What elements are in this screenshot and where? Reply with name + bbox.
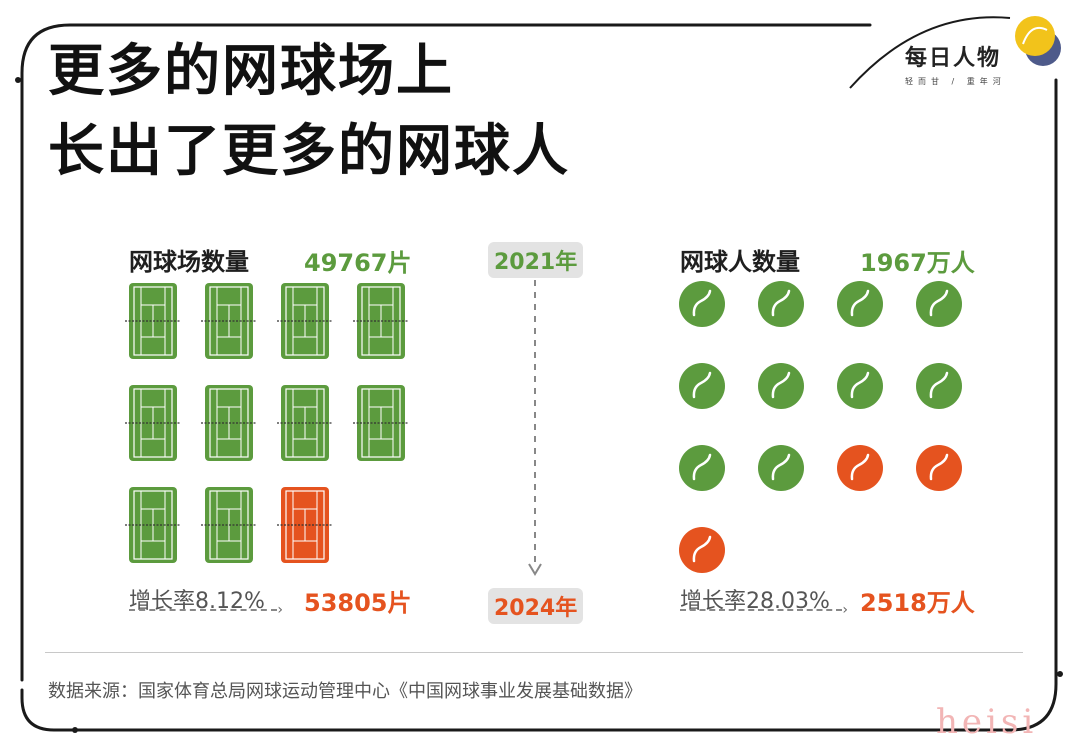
tennis-ball-icon <box>837 281 883 327</box>
tennis-court-icon <box>201 385 257 461</box>
tennis-court-icon <box>125 283 181 359</box>
tennis-ball-icon <box>679 363 725 409</box>
brand-name: 每日人物 <box>905 46 1002 71</box>
data-source-note: 数据来源：国家体育总局网球运动管理中心《中国网球事业发展基础数据》 <box>48 681 642 702</box>
tennis-ball-icon <box>916 363 962 409</box>
tennis-ball-icon <box>679 445 725 491</box>
players-growth-arrow: › <box>680 602 848 618</box>
tennis-court-icon <box>353 385 409 461</box>
title-line-2: 长出了更多的网球人 <box>48 119 570 184</box>
tennis-ball-icon <box>679 527 725 573</box>
tennis-ball-icon <box>679 281 725 327</box>
players-value-2021: 1967万人 <box>860 249 975 277</box>
year-2021-badge: 2021年 <box>488 242 584 278</box>
timeline-arrow-icon <box>528 280 542 576</box>
arrow-head-icon: › <box>277 602 283 618</box>
brand-circles-icon <box>1015 16 1061 66</box>
brand-logo: 每日人物 轻而甘 / 重年河 <box>905 16 1061 87</box>
tennis-court-icon <box>201 283 257 359</box>
year-2024-badge: 2024年 <box>488 588 584 624</box>
tennis-ball-icon <box>837 445 883 491</box>
tennis-court-icon <box>125 385 181 461</box>
players-label: 网球人数量 <box>680 248 800 276</box>
courts-label: 网球场数量 <box>129 248 249 276</box>
courts-value-2024: 53805片 <box>304 589 412 617</box>
courts-value-2021: 49767片 <box>304 249 412 277</box>
tennis-ball-icon <box>758 281 804 327</box>
footer-divider <box>45 652 1023 653</box>
tennis-ball-icon <box>916 281 962 327</box>
arrow-head-icon: › <box>842 602 848 618</box>
tennis-court-icon <box>277 385 333 461</box>
tennis-court-icon <box>201 487 257 563</box>
watermark: heisi <box>936 702 1038 742</box>
players-value-2024: 2518万人 <box>860 589 975 617</box>
tennis-court-icon <box>353 283 409 359</box>
tennis-court-icon <box>125 487 181 563</box>
title-line-1: 更多的网球场上 <box>48 39 454 104</box>
tennis-ball-icon <box>916 445 962 491</box>
tennis-ball-icon <box>837 363 883 409</box>
tennis-court-icon <box>277 283 333 359</box>
tennis-ball-icon <box>758 363 804 409</box>
courts-growth-arrow: › <box>129 602 283 618</box>
tennis-court-icon <box>277 487 333 563</box>
brand-subtitle: 轻而甘 / 重年河 <box>905 77 1006 86</box>
tennis-ball-icon <box>758 445 804 491</box>
